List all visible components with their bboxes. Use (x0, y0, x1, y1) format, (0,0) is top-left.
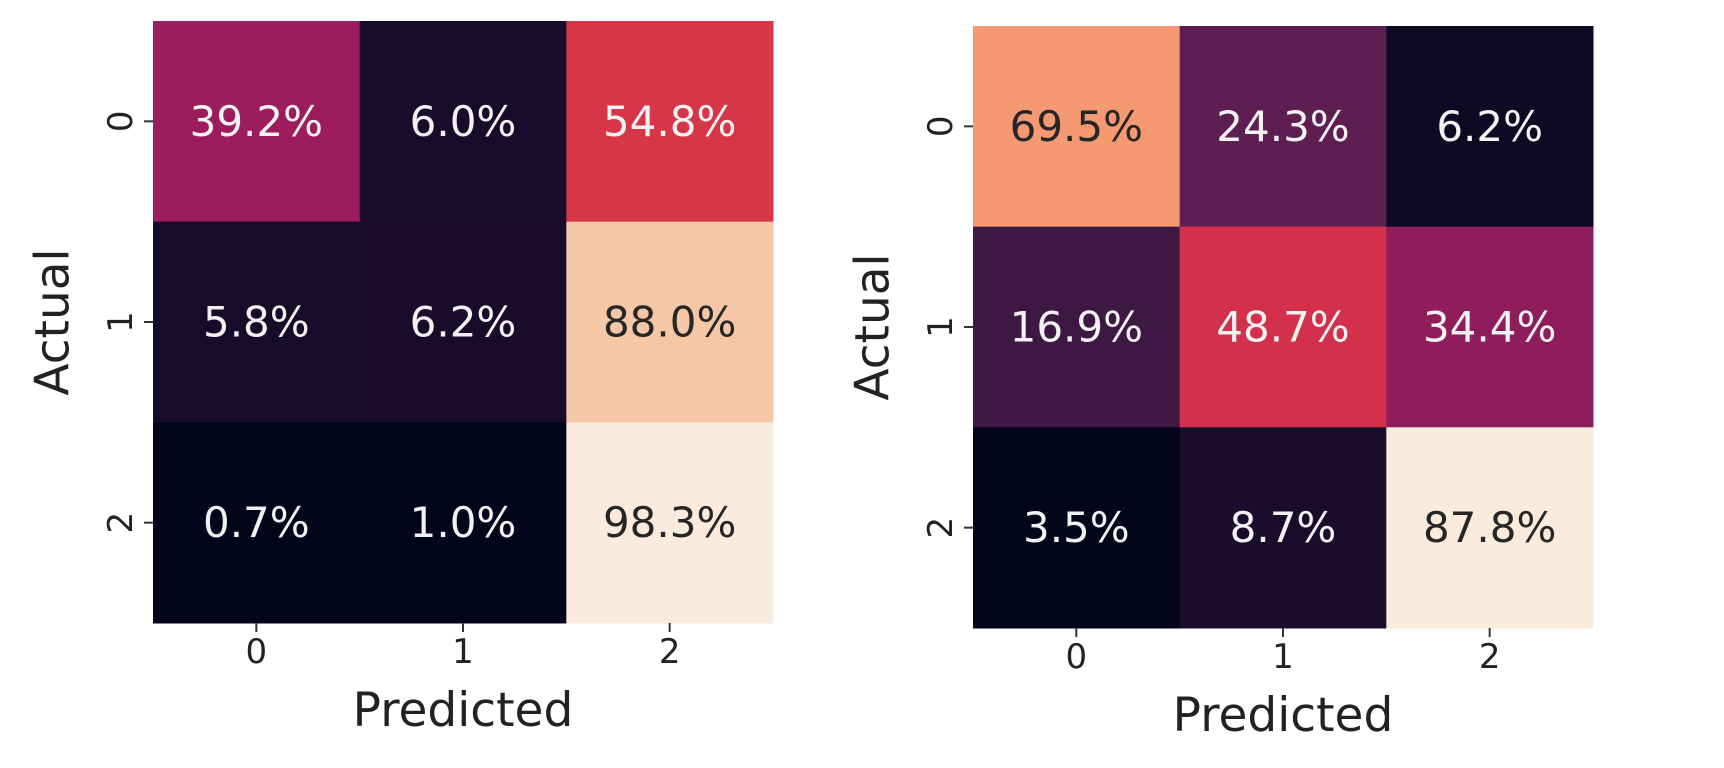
cell-label-r1-c2: 34.4% (1423, 303, 1556, 352)
x-tick-label-2: 2 (659, 632, 681, 672)
heatmap-panel-1: 39.2% 6.0% 54.8% 5.8% 6.2% 88.0% 0.7% 1.0% 98.3%… (26, 21, 774, 738)
x-tick-label-1: 1 (452, 632, 474, 672)
cell-label-r2-c2: 87.8% (1423, 503, 1556, 552)
y-tick-label-2: 2 (101, 512, 141, 534)
cell-label-r0-c0: 39.2% (190, 97, 323, 146)
heatmap-cell-r2-c2 (1386, 427, 1594, 629)
heatmap-cell-r0-c1 (1179, 26, 1387, 228)
cell-label-r0-c2: 54.8% (603, 97, 736, 146)
cell-label-r2-c1: 8.7% (1230, 503, 1337, 552)
y-tick-label-1: 1 (921, 316, 961, 338)
cell-label-r2-c2: 98.3% (603, 498, 736, 547)
heatmap-cell-r1-c1 (359, 221, 567, 423)
cell-label-r0-c2: 6.2% (1436, 102, 1543, 151)
cell-label-r2-c0: 0.7% (203, 498, 310, 547)
heatmap-cell-r1-c2 (1386, 226, 1594, 428)
heatmap-cell-r0-c2 (566, 21, 774, 223)
x-axis-label: Predicted (1173, 688, 1394, 743)
heatmap-cell-r0-c0 (153, 21, 361, 223)
cell-label-r1-c2: 88.0% (603, 298, 736, 347)
heatmap-cell-r2-c1 (359, 422, 567, 624)
cell-label-r0-c1: 24.3% (1216, 102, 1349, 151)
cell-label-r1-c1: 48.7% (1216, 303, 1349, 352)
y-tick-label-1: 1 (101, 311, 141, 333)
heatmap-cell-r2-c0 (973, 427, 1181, 629)
heatmap-cell-r0-c0 (973, 26, 1181, 228)
x-tick-label-0: 0 (246, 632, 268, 672)
cell-label-r0-c1: 6.0% (410, 97, 517, 146)
heatmap-cell-r2-c0 (153, 422, 361, 624)
cell-label-r1-c0: 16.9% (1010, 303, 1143, 352)
y-tick-label-0: 0 (101, 111, 141, 133)
x-axis-label: Predicted (353, 683, 574, 738)
cell-label-r2-c1: 1.0% (410, 498, 517, 547)
heatmap-cell-r2-c2 (566, 422, 774, 624)
x-tick-label-1: 1 (1272, 637, 1294, 677)
heatmap-cell-r1-c2 (566, 221, 774, 423)
y-tick-label-0: 0 (921, 116, 961, 138)
heatmap-cell-r2-c1 (1179, 427, 1387, 629)
y-axis-label: Actual (846, 253, 901, 400)
x-tick-label-0: 0 (1066, 637, 1088, 677)
heatmap-panel-2: 69.5% 24.3% 6.2% 16.9% 48.7% 34.4% 3.5% 8.7% 87.… (846, 26, 1594, 743)
heatmap-cell-r1-c0 (973, 226, 1181, 428)
heatmap-cell-r0-c2 (1386, 26, 1594, 228)
heatmap-cell-r1-c1 (1179, 226, 1387, 428)
cell-label-r1-c0: 5.8% (203, 298, 310, 347)
cell-label-r0-c0: 69.5% (1010, 102, 1143, 151)
cell-label-r2-c0: 3.5% (1023, 503, 1130, 552)
y-tick-label-2: 2 (921, 517, 961, 539)
heatmap-cell-r1-c0 (153, 221, 361, 423)
x-tick-label-2: 2 (1479, 637, 1501, 677)
y-axis-label: Actual (26, 248, 81, 395)
cell-label-r1-c1: 6.2% (410, 298, 517, 347)
heatmap-cell-r0-c1 (359, 21, 567, 223)
